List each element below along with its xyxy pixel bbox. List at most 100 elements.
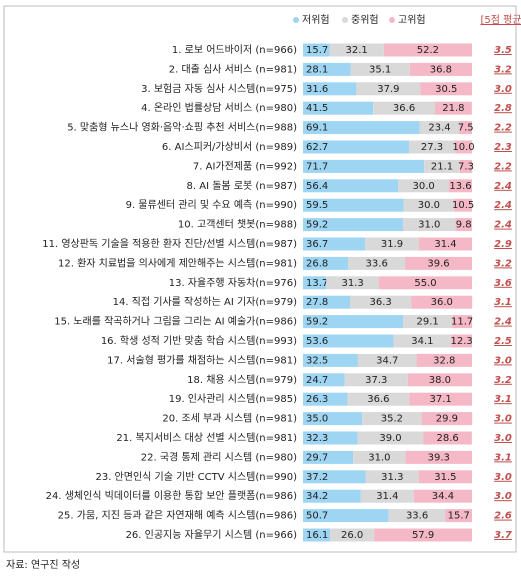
bar-segment [303,450,354,464]
category-label: 7. AI가전제품 (n=992) [193,160,297,172]
average-value: 3.2 [494,375,512,386]
category-label: 1. 로보 어드바이저 (n=966) [172,44,297,56]
value-label: 28.1 [306,64,328,75]
bar-segment [356,82,421,96]
average-value: 2.9 [494,239,512,250]
category-label: 14. 직접 기사를 작성하는 AI 기자(n=979) [113,295,297,308]
bar-segment [403,315,453,329]
average-value: 2.5 [494,336,512,347]
bar-segment [421,412,473,426]
value-label: 36.8 [430,64,452,75]
category-label: 23. 안면인식 기술 기반 CCTV 시스템(n=990) [95,471,297,483]
bar-segment [303,431,358,445]
bar-segment [303,353,358,367]
value-label: 38.0 [429,375,451,386]
value-label: 10.5 [452,200,474,211]
bar-segment [303,218,404,232]
average-value: 3.0 [494,84,512,95]
legend-swatch [293,17,299,23]
bar-segment [303,82,357,96]
bar-segment [423,431,472,445]
average-header: [5점 평균] [481,14,521,26]
category-label: 10. 고객센터 챗봇(n=988) [178,219,297,231]
bar-segment [303,509,389,523]
bar-segment [455,218,472,232]
bar-segment [303,489,361,503]
value-label: 31.9 [381,239,403,250]
category-label: 8. AI 돌봄 로봇 (n=987) [187,180,298,192]
value-label: 15.7 [448,511,470,522]
bar-segment [459,121,472,135]
value-label: 30.0 [413,181,435,192]
frame [3,5,517,553]
average-value: 2.2 [494,123,512,134]
category-label: 26. 인공지능 자율무기 시스템 (n=966) [126,529,298,541]
average-value: 3.6 [494,278,512,289]
bar-segment [452,315,472,329]
value-label: 27.8 [306,297,328,308]
category-label: 2. 대출 심사 서비스 (n=981) [169,63,297,75]
value-label: 39.3 [428,452,450,463]
value-label: 62.7 [306,142,328,153]
category-label: 24. 생체인식 빅데이터를 이용한 통합 보안 플랫폼(n=986) [46,490,297,502]
value-label: 28.6 [437,433,459,444]
category-label: 25. 가뭄, 지진 등과 같은 자연재해 예측 시스템(n=986) [58,509,297,522]
category-label: 5. 맞춤형 뉴스나 영화·음악·쇼핑 추천 서비스(n=988) [67,122,297,134]
value-label: 31.0 [418,220,440,231]
value-label: 53.6 [306,336,328,347]
value-label: 33.6 [406,511,428,522]
average-value: 3.0 [494,491,512,502]
value-label: 30.0 [418,200,440,211]
category-label: 21. 복지서비스 대상 선별 시스템(n=981) [116,432,297,444]
average-value: 2.4 [494,200,512,211]
bar-segment [303,276,327,290]
value-label: 29.7 [306,452,328,463]
value-label: 7.5 [458,123,474,134]
value-label: 9.8 [456,220,472,231]
category-label: 11. 영상판독 기술을 적용한 환자 진단/선별 시스템(n=987) [42,238,297,250]
value-label: 52.2 [417,45,439,56]
category-label: 6. AI스피커/가상비서 (n=989) [162,141,297,153]
value-label: 50.7 [306,511,328,522]
average-value: 3.0 [494,414,512,425]
value-label: 32.8 [433,355,455,366]
category-label: 4. 온라인 법률상담 서비스 (n=980) [141,102,297,114]
bar-segment [374,528,472,542]
bar-segment [303,198,404,212]
average-value: 2.6 [494,511,512,522]
bar-segment [303,121,420,135]
bar-segment [403,198,455,212]
value-label: 32.5 [306,355,328,366]
value-label: 31.0 [368,452,390,463]
bar-segment [303,62,351,76]
bar-segment [459,159,473,173]
value-label: 33.6 [366,258,388,269]
legend-label: 저위험 [302,13,330,26]
bar-segment [416,353,472,367]
bar-segment [454,198,472,212]
value-label: 21.1 [431,161,453,172]
category-label: 19. 인사관리 시스템(n=985) [169,393,297,405]
average-value: 3.2 [494,64,512,75]
average-value: 3.2 [494,258,512,269]
value-label: 31.4 [434,239,456,250]
average-value: 3.0 [494,433,512,444]
bar-segment [383,43,472,57]
value-label: 35.1 [369,64,391,75]
value-label: 29.9 [436,414,458,425]
bar-segment [408,140,456,154]
bar-segment [365,470,419,484]
bar-segment [403,218,456,232]
average-value: 2.4 [494,181,512,192]
value-label: 31.5 [434,472,456,483]
value-label: 57.9 [412,530,434,541]
bar-segment [326,276,380,290]
bar-segment [348,256,406,270]
bar-segment [455,140,472,154]
bar-segment [303,256,349,270]
bar-segment [303,373,345,387]
value-label: 59.5 [306,200,328,211]
bar-segment [398,179,450,193]
category-label: 17. 서술형 평가를 채점하는 시스템(n=981) [107,353,297,366]
bar-segment [303,315,404,329]
